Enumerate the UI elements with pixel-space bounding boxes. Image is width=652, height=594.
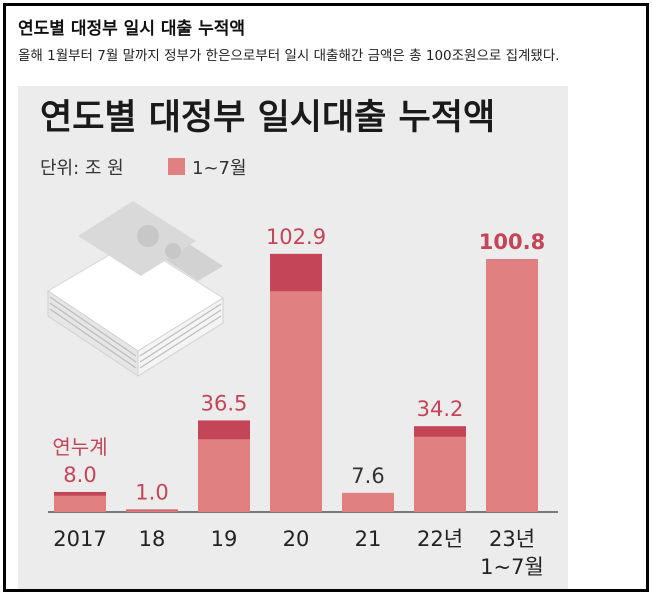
- value-label-layer: 8.0 1.0 36.5 102.9 7.6 34.2 100.8: [63, 225, 545, 505]
- x-tick-label-6-line2: 1~7월: [480, 555, 544, 579]
- bar-chart: 연도별 대정부 일시대출 누적액 단위: 조 원 1~7월: [40, 98, 558, 579]
- bar-jan-jul-6: [486, 259, 538, 512]
- value-label-4: 7.6: [351, 464, 384, 488]
- bar-jan-jul-1: [126, 510, 178, 512]
- chart-title: 연도별 대정부 일시대출 누적액: [40, 98, 495, 138]
- bar-jan-jul-5: [414, 436, 466, 512]
- value-label-1: 1.0: [135, 480, 168, 504]
- chart-graphic: 연도별 대정부 일시대출 누적액 단위: 조 원 1~7월: [18, 86, 568, 589]
- legend-swatch: [168, 158, 185, 175]
- article-frame: 연도별 대정부 일시 대출 누적액 올해 1월부터 7월 말까지 정부가 한은으…: [3, 3, 649, 592]
- value-label-3: 102.9: [266, 225, 326, 249]
- x-tick-layer: 2017 18 19 20 21 22년 23년 1~7월: [53, 527, 544, 579]
- x-tick-label-3: 20: [283, 527, 310, 551]
- legend-label: 1~7월: [192, 158, 247, 179]
- value-label-0: 8.0: [63, 463, 96, 487]
- x-tick-label-5: 22년: [417, 527, 463, 551]
- bar-jan-jul-3: [270, 291, 322, 512]
- unit-label: 단위: 조 원: [40, 158, 124, 179]
- x-tick-label-4: 21: [355, 527, 382, 551]
- cumulative-annotation: 연누계: [52, 435, 107, 459]
- x-tick-label-0: 2017: [53, 527, 106, 551]
- bar-jan-jul-2: [198, 439, 250, 512]
- bar-jan-jul-0: [54, 495, 106, 512]
- bar-layer: [54, 253, 538, 512]
- article-heading: 연도별 대정부 일시 대출 누적액: [18, 19, 245, 39]
- money-stack-illustration: [47, 201, 224, 377]
- value-label-2: 36.5: [201, 391, 248, 415]
- article-subheading: 올해 1월부터 7월 말까지 정부가 한은으로부터 일시 대출해간 금액은 총 …: [18, 48, 560, 64]
- x-tick-label-2: 19: [211, 527, 238, 551]
- bar-jan-jul-4: [342, 492, 394, 512]
- value-label-5: 34.2: [417, 397, 464, 421]
- x-tick-label-1: 18: [139, 527, 166, 551]
- value-label-6: 100.8: [479, 230, 545, 254]
- x-tick-label-6: 23년: [489, 527, 535, 551]
